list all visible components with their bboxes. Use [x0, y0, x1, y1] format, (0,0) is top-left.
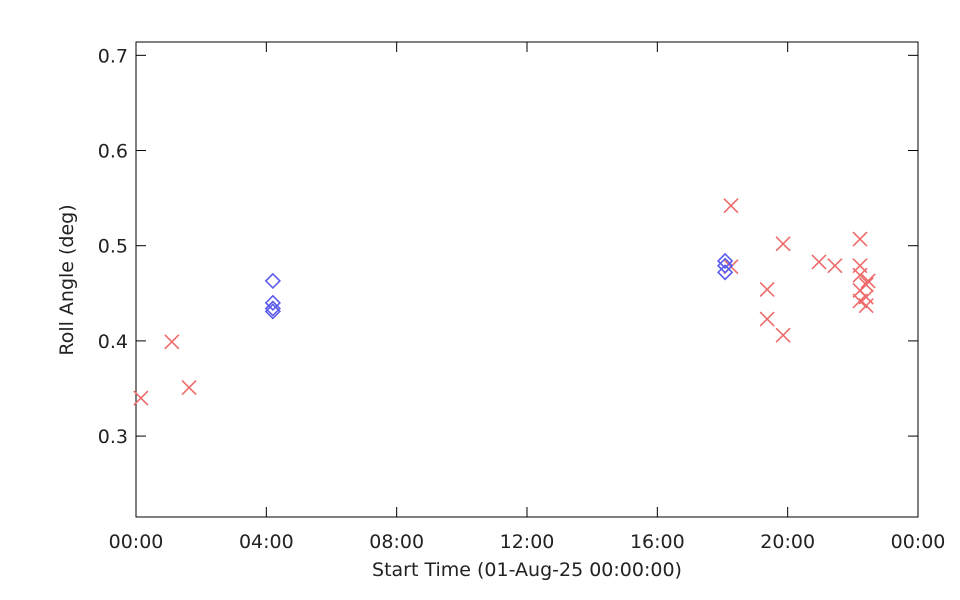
x-tick-label: 08:00	[369, 531, 424, 553]
point	[811, 254, 827, 270]
point	[264, 300, 281, 317]
x-tick-label: 00:00	[109, 531, 164, 553]
point	[716, 252, 734, 270]
point	[852, 231, 868, 247]
point	[775, 236, 791, 252]
x-tick-label: 00:00	[891, 531, 946, 553]
y-tick-label: 0.5	[98, 236, 128, 258]
x-tick-label: 04:00	[239, 531, 294, 553]
point	[164, 334, 180, 350]
point	[775, 327, 791, 343]
point	[716, 264, 734, 281]
y-tick-label: 0.6	[98, 141, 128, 163]
point	[827, 258, 843, 274]
x-tick-label: 20:00	[760, 531, 815, 553]
point	[858, 298, 874, 314]
point	[181, 379, 197, 396]
y-tick-label: 0.7	[98, 45, 128, 67]
point	[133, 390, 149, 406]
x-tick-label: 12:00	[500, 531, 555, 553]
x-tick-label: 16:00	[630, 531, 685, 553]
point	[759, 311, 775, 327]
point	[759, 281, 775, 298]
y-axis-label: Roll Angle (deg)	[56, 204, 78, 355]
y-tick-label: 0.3	[98, 426, 128, 448]
point	[860, 273, 876, 289]
y-tick-label: 0.4	[98, 331, 128, 353]
point	[852, 267, 868, 283]
point	[264, 272, 281, 290]
plot-frame	[135, 41, 919, 518]
point	[723, 198, 739, 214]
point	[264, 303, 281, 320]
point	[716, 257, 734, 274]
point	[264, 294, 281, 311]
point	[858, 277, 874, 293]
x-axis-label: Start Time (01-Aug-25 00:00:00)	[372, 559, 682, 581]
point	[858, 289, 874, 305]
